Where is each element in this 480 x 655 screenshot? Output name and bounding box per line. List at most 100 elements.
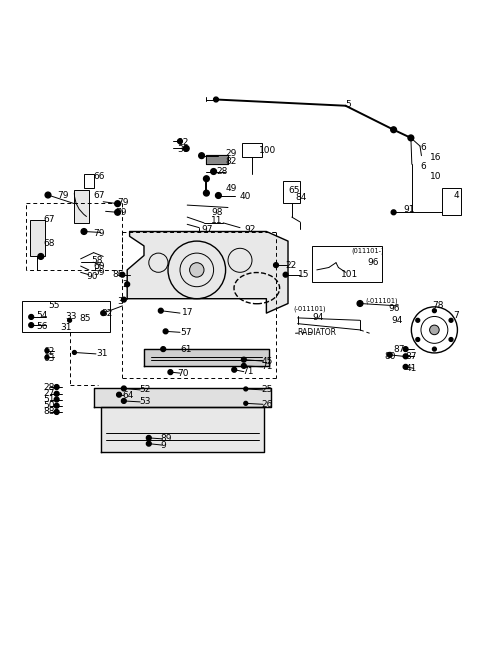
Text: 22: 22 [286, 261, 297, 270]
Text: 80: 80 [384, 352, 396, 361]
Text: 15: 15 [298, 271, 309, 279]
Text: 25: 25 [262, 385, 273, 394]
Circle shape [121, 386, 126, 391]
Text: 94: 94 [391, 316, 403, 325]
Text: 28: 28 [43, 383, 55, 392]
Text: 12: 12 [178, 138, 189, 147]
Circle shape [45, 192, 51, 198]
Text: 17: 17 [182, 308, 194, 316]
Circle shape [430, 325, 439, 335]
Circle shape [232, 367, 237, 372]
Circle shape [54, 397, 59, 402]
Text: 58: 58 [91, 256, 103, 265]
Text: 98: 98 [211, 208, 223, 217]
Text: 6: 6 [420, 143, 426, 152]
Circle shape [45, 356, 49, 359]
Text: 79: 79 [94, 229, 105, 238]
Text: 32: 32 [101, 309, 112, 318]
Circle shape [81, 229, 87, 234]
Text: 82: 82 [226, 157, 237, 166]
Polygon shape [144, 349, 269, 366]
Bar [283, 181, 300, 202]
Text: 100: 100 [259, 146, 276, 155]
Circle shape [54, 391, 59, 396]
Text: 16: 16 [430, 153, 441, 162]
Text: 64: 64 [122, 391, 134, 400]
Text: 63: 63 [43, 354, 55, 364]
Text: 40: 40 [240, 192, 252, 201]
Text: 62: 62 [43, 347, 55, 356]
Text: 79: 79 [118, 198, 129, 207]
Text: 66: 66 [94, 172, 105, 181]
Text: 84: 84 [295, 193, 307, 202]
Text: 10: 10 [430, 172, 441, 181]
Circle shape [183, 145, 189, 151]
Text: 50: 50 [43, 402, 55, 410]
Polygon shape [94, 388, 271, 407]
Text: 87: 87 [394, 345, 405, 354]
Text: 90: 90 [86, 272, 98, 280]
Circle shape [416, 318, 420, 322]
Circle shape [204, 176, 209, 181]
Circle shape [408, 135, 414, 141]
Text: 79: 79 [58, 191, 69, 200]
Circle shape [72, 350, 76, 354]
Circle shape [403, 346, 408, 352]
Circle shape [214, 97, 218, 102]
Circle shape [45, 348, 49, 352]
Circle shape [125, 282, 130, 287]
Circle shape [211, 168, 216, 174]
Text: 9: 9 [161, 441, 167, 449]
Text: 71: 71 [242, 367, 254, 376]
Circle shape [403, 364, 408, 369]
Circle shape [101, 310, 106, 316]
Text: 87: 87 [406, 352, 417, 361]
Circle shape [29, 323, 34, 328]
Text: 7: 7 [454, 311, 459, 320]
Circle shape [241, 357, 246, 362]
Circle shape [115, 201, 120, 206]
Text: 70: 70 [178, 369, 189, 377]
Text: 29: 29 [226, 149, 237, 159]
Circle shape [158, 309, 163, 313]
Circle shape [274, 263, 278, 267]
Bar [74, 190, 89, 223]
Text: 71: 71 [262, 362, 273, 371]
Text: 6: 6 [420, 162, 426, 171]
Text: 85: 85 [79, 314, 91, 324]
Bar [442, 188, 461, 215]
Circle shape [68, 318, 72, 322]
Circle shape [117, 392, 121, 397]
Text: 3: 3 [118, 297, 123, 306]
Text: 67: 67 [43, 215, 55, 224]
Text: 86: 86 [113, 271, 124, 279]
Text: 96: 96 [367, 258, 379, 267]
Bar [242, 143, 262, 157]
Circle shape [146, 436, 151, 440]
Circle shape [168, 369, 173, 375]
Circle shape [29, 314, 34, 320]
Circle shape [121, 297, 126, 302]
Circle shape [216, 193, 221, 198]
Circle shape [146, 441, 151, 446]
Text: 89: 89 [161, 434, 172, 443]
Circle shape [241, 364, 246, 368]
Text: 91: 91 [403, 206, 415, 214]
Text: 67: 67 [94, 191, 105, 200]
Circle shape [190, 263, 204, 277]
Bar [30, 221, 45, 257]
Text: 68: 68 [43, 239, 55, 248]
Circle shape [121, 398, 126, 403]
Bar [312, 246, 382, 282]
Circle shape [199, 153, 204, 159]
Circle shape [449, 318, 453, 322]
Text: 41: 41 [406, 364, 417, 373]
Text: 27: 27 [43, 389, 55, 398]
Text: (-011101): (-011101) [365, 298, 398, 305]
Circle shape [387, 352, 392, 357]
Text: 2: 2 [122, 280, 128, 289]
Text: 30: 30 [178, 145, 189, 155]
Text: 55: 55 [48, 301, 60, 310]
Circle shape [120, 272, 125, 277]
Circle shape [54, 403, 59, 408]
